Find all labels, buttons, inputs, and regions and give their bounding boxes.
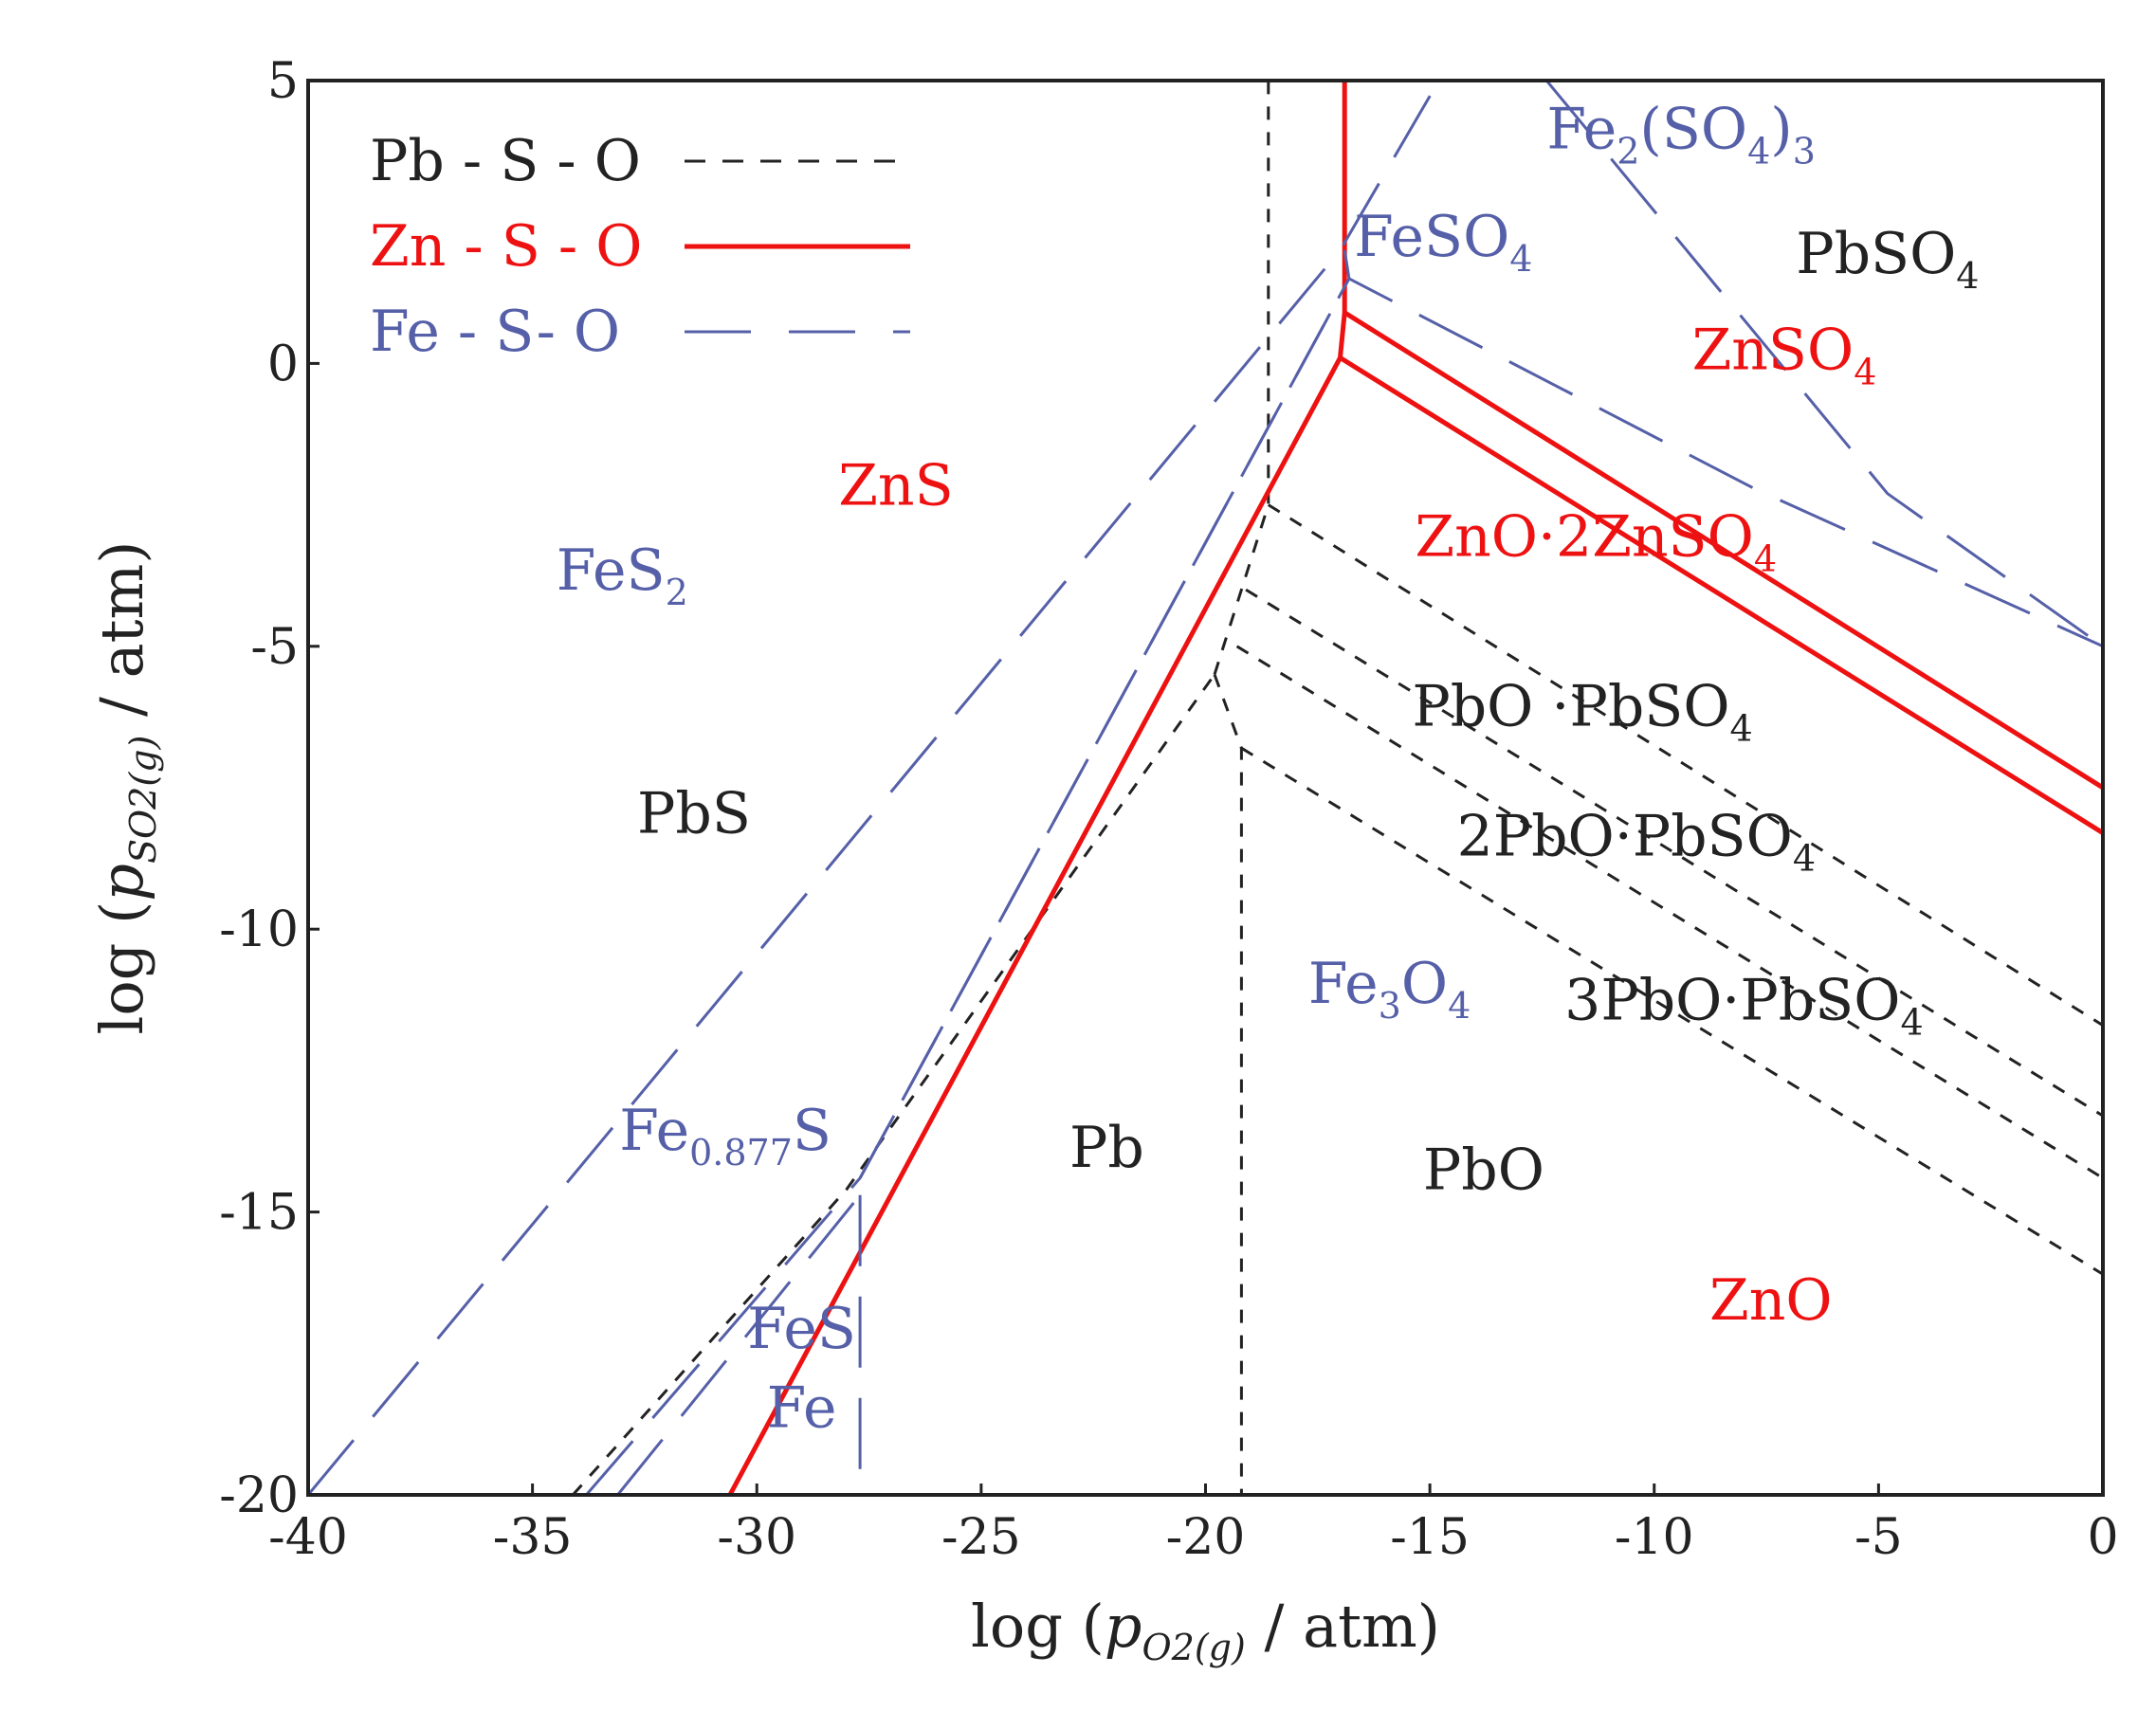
boundary-fe-6 bbox=[1545, 81, 2103, 648]
region-label: Fe3O4 bbox=[1308, 951, 1471, 1027]
boundary-pb-1 bbox=[1213, 674, 1243, 1495]
region-label: Fe bbox=[767, 1374, 837, 1441]
y-tick-label: -15 bbox=[219, 1185, 299, 1242]
x-tick-label: -25 bbox=[941, 1509, 1021, 1566]
x-tick-label: -40 bbox=[268, 1509, 348, 1566]
region-label: ZnSO4 bbox=[1692, 317, 1877, 392]
legend-label-fe: Fe - S- O bbox=[370, 299, 620, 365]
x-tick-label: -30 bbox=[717, 1509, 796, 1566]
boundary-zn-2 bbox=[1343, 310, 2103, 791]
y-tick-label: 0 bbox=[267, 336, 299, 392]
region-label: Fe0.877S bbox=[619, 1098, 831, 1174]
plot-frame bbox=[306, 79, 2105, 1497]
x-tick-label: -20 bbox=[1166, 1509, 1246, 1566]
x-tick-label: -15 bbox=[1390, 1509, 1470, 1566]
y-tick-label: -5 bbox=[250, 619, 299, 676]
region-label: PbO ·PbSO4 bbox=[1412, 673, 1752, 749]
region-label: 3PbO·PbSO4 bbox=[1564, 968, 1923, 1044]
region-label: PbS bbox=[637, 781, 751, 847]
boundary-zn-1 bbox=[1339, 355, 2103, 835]
x-axis-title: log (pO2(g) / atm) bbox=[971, 1592, 1440, 1668]
y-axis-ticks: -20 -15 -10 -5 0 5 bbox=[219, 53, 320, 1524]
region-label: FeS bbox=[747, 1296, 856, 1362]
boundary-pb-2 bbox=[1213, 81, 1270, 676]
x-tick-label: -5 bbox=[1855, 1509, 1903, 1566]
x-tick-label: -35 bbox=[493, 1509, 573, 1566]
legend-label-zn: Zn - S - O bbox=[370, 213, 642, 280]
region-label: PbO bbox=[1423, 1138, 1544, 1204]
series-fe bbox=[308, 81, 2103, 1495]
legend: Pb - S - O Zn - S - O Fe - S- O bbox=[370, 128, 910, 365]
region-label: 2PbO·PbSO4 bbox=[1457, 804, 1816, 880]
region-label: FeSO4 bbox=[1354, 204, 1532, 280]
region-label: ZnO·2ZnSO4 bbox=[1415, 503, 1777, 579]
boundary-fe-2 bbox=[616, 1193, 862, 1495]
boundary-pb-5 bbox=[1235, 645, 2103, 1180]
boundary-pb-3 bbox=[1268, 503, 2103, 1027]
boundary-fe-5 bbox=[1343, 249, 1351, 280]
x-axis-ticks: -40 -35 -30 -25 -20 -15 -10 -5 0 bbox=[268, 1483, 2119, 1566]
boundary-zn-0 bbox=[727, 81, 1347, 1495]
region-label: Fe2(SO4)3 bbox=[1546, 97, 1816, 173]
region-label: Pb bbox=[1069, 1115, 1144, 1181]
x-tick-label: 0 bbox=[2087, 1509, 2118, 1566]
boundary-pb-0 bbox=[572, 673, 1216, 1495]
series-zn bbox=[727, 81, 2103, 1495]
y-tick-label: 5 bbox=[267, 53, 299, 110]
plot-area bbox=[308, 81, 2103, 1495]
region-label: FeS2 bbox=[557, 537, 688, 613]
region-label: ZnS bbox=[838, 453, 953, 519]
x-tick-label: -10 bbox=[1615, 1509, 1694, 1566]
boundary-fe-4 bbox=[858, 278, 1351, 1179]
region-label: ZnO bbox=[1709, 1267, 1833, 1334]
y-tick-label: -10 bbox=[219, 901, 299, 958]
boundary-fe-0 bbox=[308, 81, 1440, 1495]
legend-label-pb: Pb - S - O bbox=[370, 128, 641, 194]
region-label: PbSO4 bbox=[1796, 221, 1979, 297]
series-pb bbox=[572, 81, 2103, 1495]
y-tick-label: -20 bbox=[219, 1467, 299, 1524]
y-axis-title: log (pSO2(g) / atm) bbox=[87, 541, 164, 1035]
